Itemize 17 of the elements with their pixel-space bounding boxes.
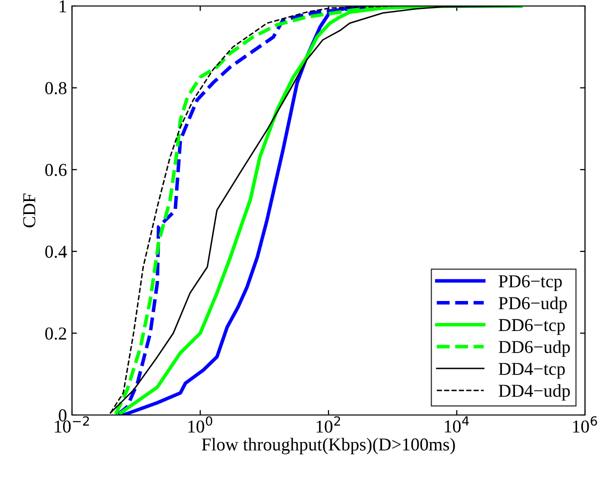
x-tick-label: 10$^{2}$ [316,416,340,433]
y-tick-label: 0.2 [45,327,66,340]
legend-label: DD6−tcp [498,319,565,335]
y-tick-label: 0.8 [45,82,66,94]
legend-label: PD6−udp [498,296,567,313]
y-tick-label: 1 [60,0,66,12]
x-tick-label: 10$^{4}$ [444,416,469,432]
x-tick-label: 10$^{6}$ [573,416,598,433]
legend-label: DD4−udp [498,384,570,401]
y-tick-label: 0.6 [45,164,67,176]
y-tick-label: 0.4 [45,246,67,258]
x-tick-label: 10$^{0}$ [188,416,212,433]
y-axis-title: CDF [23,194,36,228]
legend-label: DD6−udp [498,340,570,357]
legend-label: PD6−tcp [498,275,562,292]
x-axis-title: Flow throughput(Kbps)(D>100ms) [202,438,455,454]
legend-label: DD4−tcp [498,362,565,379]
